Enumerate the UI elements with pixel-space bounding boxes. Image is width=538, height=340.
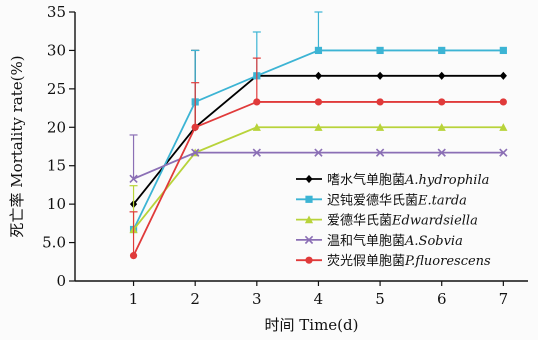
legend-swatch-marker: [304, 215, 314, 224]
data-point: [438, 46, 446, 55]
data-point: [191, 148, 200, 157]
data-point: [314, 71, 323, 80]
legend-item: 迟钝爱德华氏菌E.tarda: [296, 193, 467, 208]
data-point: [129, 252, 138, 260]
y-tick-label: 5.0: [42, 234, 66, 252]
x-tick-label: 2: [190, 290, 200, 308]
legend-item: 荧光假单胞菌P.fluorescens: [296, 254, 491, 269]
data-point: [314, 46, 323, 55]
data-point: [376, 46, 384, 55]
data-point: [438, 98, 446, 106]
series-pfluorescens: [129, 57, 507, 260]
marker-stroke: [252, 148, 261, 157]
series-asobvia: [129, 134, 508, 183]
legend-swatch-marker: [305, 256, 313, 264]
marker-stroke: [314, 148, 323, 157]
data-point: [499, 46, 507, 55]
legend-label: 爱德华氏菌Edwardsiella: [327, 214, 478, 229]
x-axis-title: 时间 Time(d): [265, 316, 359, 334]
legend-swatch-marker: [305, 174, 313, 184]
y-axis-title: 死亡率 Mortality rate(%): [8, 55, 26, 237]
data-point: [376, 98, 384, 106]
data-point: [499, 98, 507, 106]
legend-item: 温和气单胞菌A.Sobvia: [296, 233, 463, 249]
marker-stroke: [191, 148, 200, 157]
y-tick-label: 20: [47, 118, 66, 136]
x-tick-label: 1: [129, 290, 139, 308]
data-point: [252, 123, 261, 131]
y-tick-label: 10: [47, 195, 66, 213]
legend-label: 嗜水气单胞菌A.hydrophila: [327, 172, 489, 188]
data-point: [129, 174, 138, 183]
marker-stroke: [129, 174, 138, 183]
y-tick-label: 35: [47, 3, 66, 21]
series-group: [129, 11, 508, 260]
marker-stroke: [375, 148, 385, 157]
x-tick-label: 3: [252, 290, 262, 308]
data-point: [499, 148, 508, 157]
marker-stroke: [304, 235, 314, 245]
data-point: [314, 123, 323, 131]
data-point: [438, 71, 446, 80]
data-point: [437, 123, 446, 131]
legend-label: 温和气单胞菌A.Sobvia: [327, 233, 463, 249]
data-point: [376, 71, 384, 80]
data-point: [314, 98, 323, 106]
axes: 0 5.0 10 15 20 25 30 35 1 2 3 4 5 6 7: [42, 3, 528, 308]
y-tick-label: 0: [56, 272, 66, 290]
x-tick-label: 6: [437, 290, 447, 308]
legend-item: 爱德华氏菌Edwardsiella: [296, 214, 478, 229]
marker-stroke: [499, 148, 508, 157]
data-point: [253, 98, 261, 106]
y-tick-label: 25: [47, 80, 66, 98]
legend-swatch-marker: [305, 195, 313, 203]
x-tick-label: 4: [314, 290, 324, 308]
data-point: [499, 71, 507, 80]
legend-item: 嗜水气单胞菌A.hydrophila: [296, 172, 489, 188]
legend: 嗜水气单胞菌A.hydrophila 迟钝爱德华氏菌E.tarda 爱德华氏菌Edw…: [296, 172, 491, 269]
x-tick-label: 5: [375, 290, 385, 308]
marker-stroke: [437, 148, 446, 157]
x-tick-label: 7: [499, 290, 509, 308]
data-point: [314, 148, 323, 157]
data-point: [499, 123, 508, 131]
legend-label: 迟钝爱德华氏菌E.tarda: [327, 193, 467, 208]
data-point: [375, 123, 385, 131]
legend-label: 荧光假单胞菌P.fluorescens: [327, 254, 491, 269]
legend-swatch-marker: [304, 235, 314, 245]
y-tick-label: 15: [47, 157, 66, 175]
data-point: [375, 148, 385, 157]
y-tick-label: 30: [47, 41, 66, 59]
data-point: [437, 148, 446, 157]
data-point: [252, 148, 261, 157]
data-point: [191, 123, 199, 131]
